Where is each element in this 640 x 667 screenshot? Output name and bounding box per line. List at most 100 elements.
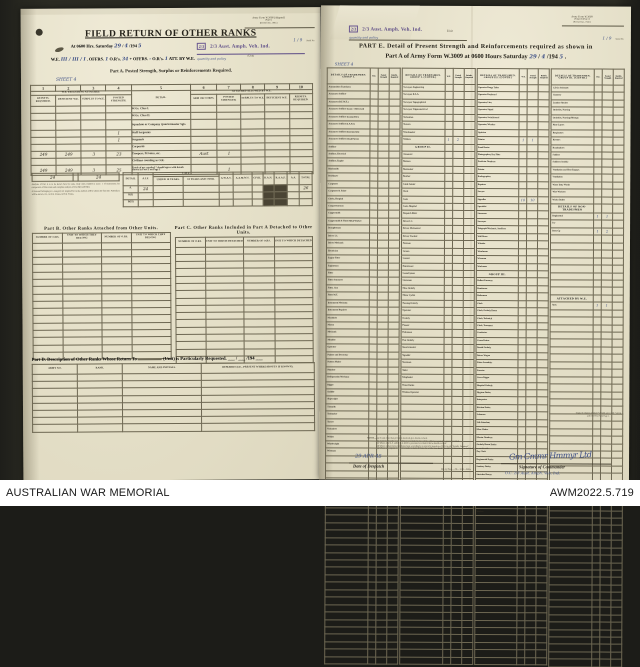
- analysis-head-aif: A.I.F.: [138, 172, 154, 186]
- trade-col1-header-row: Details of Tradesmen. GROUP I. W.E. Post…: [327, 67, 401, 85]
- sheet-note-left: SHEET 4: [55, 77, 77, 83]
- right-notes-block: NOTES.— (a) If rank other than private i…: [367, 438, 607, 452]
- part-d-heading: Part D. Description of Other Ranks Whose…: [32, 355, 315, 362]
- trade-group-header-row: DETAILS OF NON-TRADESMEN: [550, 203, 624, 214]
- trade-col4-body: G.P.O. Assistants Gunnery Leather Stitcher…: [548, 84, 625, 667]
- subhead-posted-strength-r: Posted Strength.: [216, 93, 241, 106]
- trade-col3-posted-head: Posted Strength: [527, 68, 539, 85]
- trade-name: G.P.O. Assistants: [551, 84, 595, 93]
- part-e-title-line2-wrap: Part A of Army Form W.3009 at 0600 Hours…: [385, 52, 567, 61]
- trade-col4-reinf-head: Reinfts. Required: [613, 69, 625, 86]
- part-e-title-line1: PART E. Detail of Present Strength and R…: [358, 42, 593, 51]
- part-d-heading-mid: (Unit) is Particularly Requested.: [163, 355, 227, 362]
- part-c-body: [175, 246, 314, 364]
- part-c-col-3: Unit to which detached: [273, 236, 313, 247]
- analysis-head-raaf: R.A.A.F.: [273, 171, 288, 185]
- analysis-head-aamws: A.A.M.W.S.: [233, 172, 252, 185]
- part-c-col-1: Unit to which detached: [205, 236, 244, 247]
- trade-col4-group-header: Details of Tradesmen. GROUP III. (contd.…: [551, 68, 595, 86]
- part-c-col-2: Number of O.Rs.: [243, 236, 275, 247]
- part-e-year: 5: [559, 54, 564, 61]
- part-d-col-name: Name and Initials.: [122, 363, 202, 374]
- trade-name: Riveters: [551, 136, 594, 145]
- datetime-prefix: At 0600 Hrs. Saturday: [70, 43, 114, 49]
- trade-col1-reinf-head: Reinfts. Required: [388, 68, 401, 85]
- right-unit-label: Unit: [446, 28, 453, 33]
- part-a-table-wrap: 1 2 3 4 5 6 7 8 9 10 W.E. EXCLUDING ATTA…: [30, 83, 314, 176]
- right-form-ref-line3: (Revised Jan., 1943.): [573, 21, 591, 24]
- trade-col2-group-header: Details of Tradesmen. GROUP I. (contd.): [401, 68, 445, 85]
- trade-col2-posted-head: Posted Strength: [452, 68, 464, 85]
- trade-row-blank: [474, 657, 547, 665]
- trade-row-blank: [399, 656, 473, 665]
- ors2-label: O.R's.: [152, 56, 164, 62]
- part-d-table: Army No. Rank. Name and Initials. REMARK…: [32, 362, 315, 432]
- ors1-value: 34: [121, 57, 129, 63]
- trade-col2-reinf-head: Reinfts. Required: [463, 68, 475, 85]
- right-form-reference: Army Form W.3009 (Adapted) (Page 2) (Rev…: [540, 15, 624, 45]
- subhead-reinfts-required-l: Reinfts. Required.: [30, 95, 56, 107]
- trade-col4-header-row: Details of Tradesmen. GROUP III. (contd.…: [551, 68, 625, 86]
- analysis-body: A. 24 26 B(i) B(ii): [123, 184, 313, 207]
- trade-column-1: Details of Tradesmen. GROUP I. W.E. Post…: [324, 67, 401, 666]
- part-a-row-label: Squadron or Company Quartermaster Sgts.: [131, 119, 191, 130]
- trade-name: Gunnery: [551, 92, 595, 100]
- analysis-note-2: A Personal belonging to a category not r…: [31, 190, 120, 196]
- right-page-sheet: 2/3 2/3 Aust. Amph. Veh. Ind. quantity a…: [318, 5, 632, 667]
- trade-columns-wrap: Details of Tradesmen. GROUP I. W.E. Post…: [324, 67, 625, 667]
- ink-smudge: [54, 46, 65, 53]
- trade-col3-header-row: Details of Tradesmen. GROUP III. (contd.…: [476, 68, 550, 85]
- trade-col4-posted-head: Posted Strength: [602, 69, 614, 86]
- datetime-year: 5: [138, 43, 142, 50]
- trade-col1-group-header: Details of Tradesmen. GROUP I.: [327, 67, 371, 85]
- left-page-sheet: Army Form W.3008 (Adapted) (Page 1) (Rev…: [20, 7, 324, 481]
- form-ref-line3: (Revised Jan., 1943.): [259, 22, 278, 25]
- part-e-year-prefix: /194: [546, 53, 558, 61]
- part-d-wrap: Part D. Description of Other Ranks Whose…: [32, 355, 315, 432]
- datetime-day: 29: [114, 43, 122, 50]
- trade-name: Boilerman: [475, 292, 519, 301]
- analysis-mini-a: 24: [32, 173, 74, 182]
- subhead-surplus-we-l: Surplus to W.E.: [80, 94, 107, 106]
- notes-label: NOTES.—: [367, 437, 377, 440]
- unit-stamp-prefix: 2/3: [196, 42, 207, 50]
- trade-name: Clerk, Transport: [475, 322, 519, 331]
- analysis-head-total: TOTAL: [299, 171, 313, 185]
- trade-column-4: Details of Tradesmen. GROUP III. (contd.…: [548, 68, 625, 667]
- analysis-head-ran: R.A.N.: [262, 171, 274, 185]
- trade-col3-body: Operator Range Taker Operator Keyboard Ope…: [474, 84, 550, 665]
- trade-group-header: DETAILS OF NON-TRADESMEN: [550, 203, 594, 214]
- trade-col4-we-head: W.E.: [594, 69, 603, 86]
- trade-name: Clerk, Orderly Room: [475, 307, 519, 316]
- trade-name: Respirators: [551, 129, 594, 138]
- trade-name: Crane Driver: [475, 337, 519, 346]
- right-unit-stamp-block: 2/3 2/3 Aust. Amph. Veh. Ind. quantity a…: [348, 17, 479, 41]
- part-d-body: [32, 372, 315, 432]
- trade-col3-we-head: W.E.: [519, 68, 528, 85]
- analysis-mini-table: 24 24: [32, 172, 120, 182]
- trade-col1-body: Ammunition Examiners Armourer Artificer Ar…: [324, 83, 400, 665]
- commander-rank-line: O.C. 2/3 Aust. Amph. Veh. Ind.: [504, 471, 561, 476]
- sheet-note-right: SHEET 4: [334, 61, 354, 67]
- trade-name: Plate Layers: [551, 122, 595, 130]
- trade-col2-header-row: Details of Tradesmen. GROUP I. (contd.) …: [401, 68, 475, 85]
- trade-col1-posted-head: Posted Strength: [377, 68, 390, 85]
- trade-name: Leather Stitcher: [551, 99, 595, 108]
- we-value: III / III / I: [60, 57, 86, 63]
- analysis-sub-over18: 18 Years and over.: [183, 176, 220, 186]
- signature-label: Signature of Commander: [519, 464, 566, 470]
- analysis-notes-block: 24 24 Analysis of Part A is to be shown …: [31, 170, 314, 209]
- trade-col2-body: Surveyor, Engineering Surveyor, R.A.A. Sur…: [399, 84, 475, 665]
- analysis-row-label: B(ii): [123, 199, 139, 207]
- att-by-we-label: ATT. BY W.E.: [168, 55, 195, 62]
- offrs2-label: OFFRS.: [132, 56, 149, 62]
- analysis-head-aa: A.A.: [287, 171, 300, 185]
- subhead-posted-strength-l: Posted Strength.: [105, 94, 132, 106]
- datetime-month: 4: [124, 43, 129, 50]
- right-unit-stamp-prefix: 2/3: [348, 25, 359, 33]
- analysis-table: Detail A.I.F. C.M.F. A.W.A.S. A.A.M.W.S.…: [123, 171, 313, 207]
- part-bc-wrap: Part B. Other Ranks Attached from Other …: [31, 223, 315, 366]
- trade-col1-we-head: W.E.: [369, 68, 379, 85]
- trade-name: Clerk, Technical: [475, 315, 519, 323]
- despatch-date-label: Date of Despatch: [353, 463, 385, 469]
